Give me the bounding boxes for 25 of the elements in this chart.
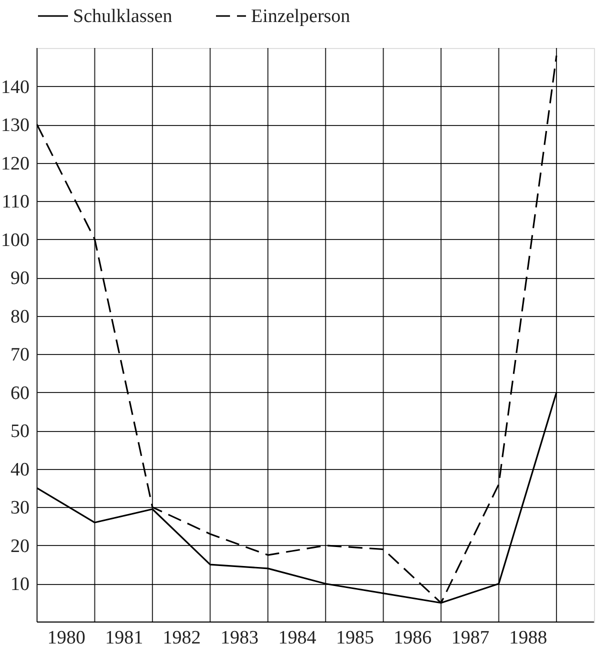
y-tick-label: 100 — [1, 230, 30, 251]
y-tick-label: 10 — [10, 574, 30, 596]
y-tick-label: 60 — [10, 382, 30, 404]
x-tick-label: 1983 — [220, 628, 259, 648]
x-tick-label: 1984 — [278, 628, 317, 648]
y-tick-label: 30 — [10, 498, 30, 519]
x-tick-label: 1988 — [509, 628, 548, 648]
y-tick-label: 90 — [10, 268, 30, 290]
y-tick-label: 40 — [10, 459, 30, 480]
y-tick-label: 70 — [10, 344, 30, 366]
x-tick-label: 1985 — [336, 628, 374, 648]
y-tick-label: 20 — [10, 536, 30, 557]
y-tick-label: 80 — [10, 306, 30, 328]
y-tick-label: 140 — [1, 76, 30, 98]
x-tick-label: 1986 — [394, 628, 432, 648]
y-tick-label: 120 — [1, 153, 30, 174]
x-tick-label: 1982 — [162, 628, 201, 648]
legend-label: Schulklassen — [73, 6, 173, 27]
legend-label: Einzelperson — [251, 6, 351, 27]
x-tick-label: 1981 — [105, 628, 144, 648]
x-tick-label: 1987 — [451, 628, 490, 648]
y-tick-label: 130 — [1, 115, 30, 136]
x-tick-label: 1980 — [47, 628, 86, 648]
y-tick-label: 50 — [10, 421, 30, 442]
y-tick-label: 110 — [2, 192, 30, 213]
